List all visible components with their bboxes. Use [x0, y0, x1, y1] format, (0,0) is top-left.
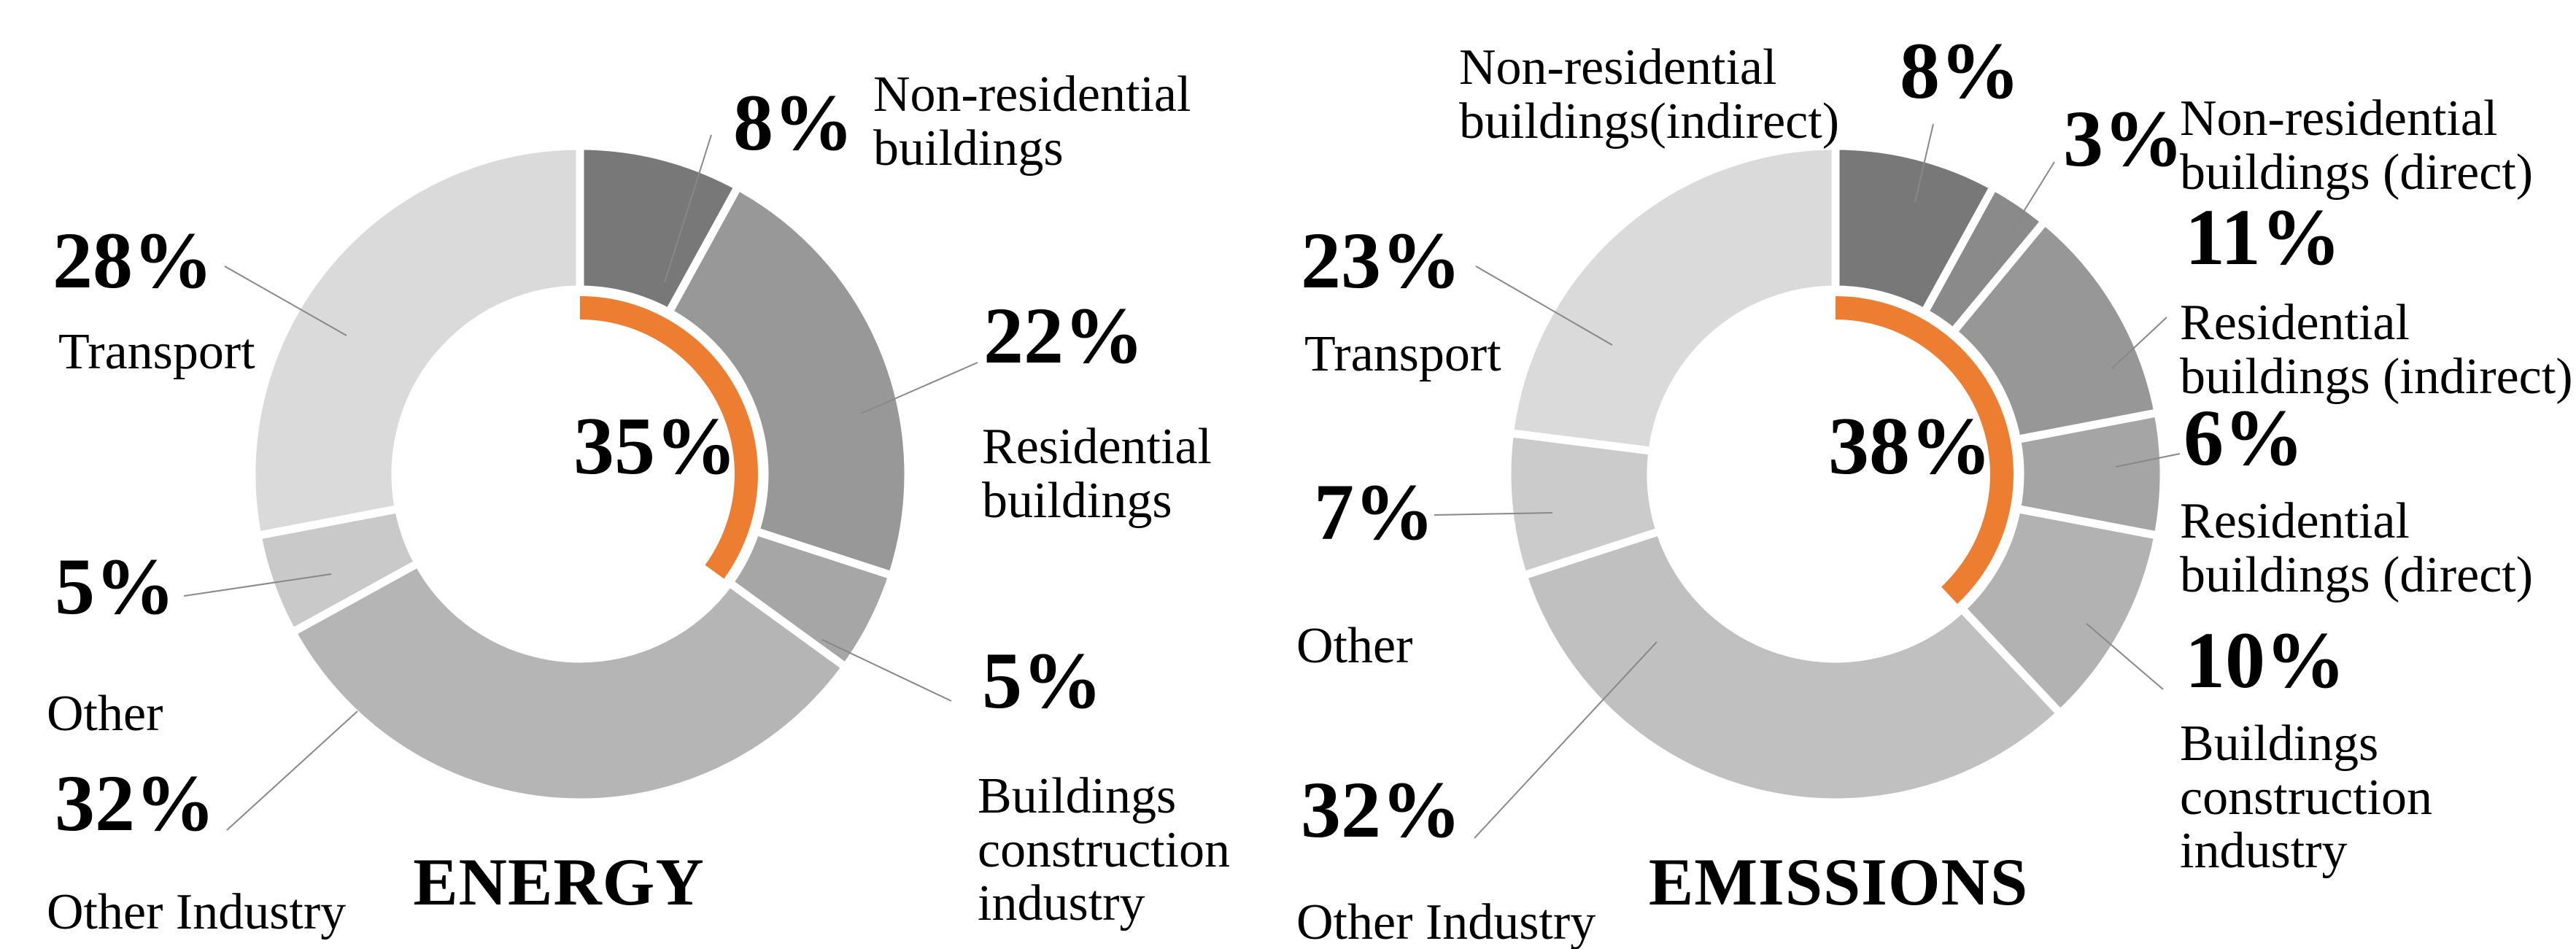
energy-transport-pct: 28% [53, 216, 213, 305]
leader-line [2115, 453, 2181, 468]
emissions-other-industry-label: Other Industry [1296, 896, 1596, 949]
leader-line [226, 710, 358, 831]
energy-residential-label: Residential buildings [982, 420, 1212, 527]
leader-line [1434, 512, 1553, 516]
label-line: buildings [982, 472, 1172, 529]
emissions-chart-title: EMISSIONS [1648, 845, 2029, 919]
label-line: Other [47, 686, 163, 742]
energy-slice-1 [663, 181, 913, 581]
label-line: industry [978, 875, 1145, 931]
leader-line [1989, 161, 2055, 266]
label-line: buildings(indirect) [1459, 93, 1840, 150]
energy-donut-chart [247, 142, 913, 807]
label-line: Residential [982, 419, 1212, 475]
energy-chart-title: ENERGY [413, 845, 705, 919]
leader-line [860, 362, 978, 414]
energy-slice-3 [287, 557, 851, 807]
label-line: Other Industry [47, 884, 347, 940]
label-line: construction [978, 821, 1231, 878]
energy-center-share: 35% [573, 401, 737, 492]
emissions-center-share: 38% [1828, 401, 1992, 492]
emissions-other-pct: 7% [1314, 468, 1434, 557]
label-line: Non-residential [873, 66, 1191, 123]
emissions-transport-pct: 23% [1301, 216, 1461, 305]
energy-residential-pct: 22% [983, 291, 1144, 380]
label-line: construction [2180, 769, 2433, 826]
label-line: Other [1296, 618, 1413, 674]
energy-highlight-arc [580, 296, 759, 579]
emissions-transport-label: Transport [1304, 328, 1501, 381]
leader-line [1914, 123, 1934, 203]
label-line: buildings [873, 120, 1064, 177]
energy-transport-label: Transport [58, 325, 255, 379]
emissions-other-label: Other [1296, 619, 1412, 673]
label-line: Other Industry [1296, 894, 1596, 949]
emissions-residential-indirect-label: Residential buildings (indirect) [2180, 296, 2573, 403]
leader-line [821, 639, 952, 702]
emissions-nonres-direct-pct: 3% [2063, 94, 2184, 183]
label-line: buildings (indirect) [2180, 348, 2573, 405]
label-line: Buildings [2180, 716, 2379, 772]
label-line: Non-residential [2180, 90, 2498, 147]
energy-other-industry-label: Other Industry [47, 886, 346, 940]
emissions-construction-pct: 10% [2185, 616, 2345, 705]
emissions-nonres-direct-label: Non-residential buildings (direct) [2180, 92, 2533, 199]
leader-line [2111, 317, 2167, 369]
label-line: buildings (direct) [2180, 546, 2534, 603]
emissions-donut-chart [1503, 142, 2168, 807]
emissions-other-industry-pct: 32% [1301, 765, 1461, 854]
leader-line [1475, 266, 1613, 346]
energy-construction-pct: 5% [982, 636, 1102, 725]
label-line: industry [2180, 823, 2348, 879]
label-line: Transport [58, 324, 255, 380]
emissions-slice-5 [1518, 526, 2066, 807]
energy-nonresidential-label: Non-residential buildings [873, 68, 1191, 175]
energy-other-industry-pct: 32% [55, 759, 215, 848]
emissions-residential-direct-pct: 6% [2184, 393, 2304, 482]
label-line: Non-residential [1459, 39, 1777, 96]
label-line: Residential [2180, 295, 2410, 351]
energy-construction-label: Buildings construction industry [978, 770, 1230, 931]
emissions-residential-direct-label: Residential buildings (direct) [2180, 495, 2533, 602]
emissions-construction-label: Buildings construction industry [2180, 717, 2432, 878]
leader-line [183, 573, 332, 597]
emissions-slice-7 [1505, 142, 1840, 456]
label-line: Transport [1304, 326, 1501, 382]
label-line: Residential [2180, 493, 2410, 549]
energy-other-pct: 5% [55, 542, 175, 631]
label-line: Buildings [978, 768, 1177, 824]
label-line: buildings (direct) [2180, 144, 2534, 201]
emissions-nonres-indirect-pct: 8% [1900, 26, 2020, 115]
leader-line [2086, 623, 2164, 690]
emissions-nonres-indirect-label: Non-residential buildings(indirect) [1459, 41, 1839, 148]
leader-line [224, 266, 347, 336]
emissions-residential-indirect-pct: 11% [2185, 193, 2341, 282]
leader-line [1474, 641, 1658, 839]
energy-other-label: Other [47, 687, 163, 741]
emissions-highlight-arc [1836, 296, 2014, 604]
energy-slice-5 [247, 142, 584, 541]
leader-line [664, 134, 712, 283]
energy-nonresidential-pct: 8% [733, 78, 854, 167]
